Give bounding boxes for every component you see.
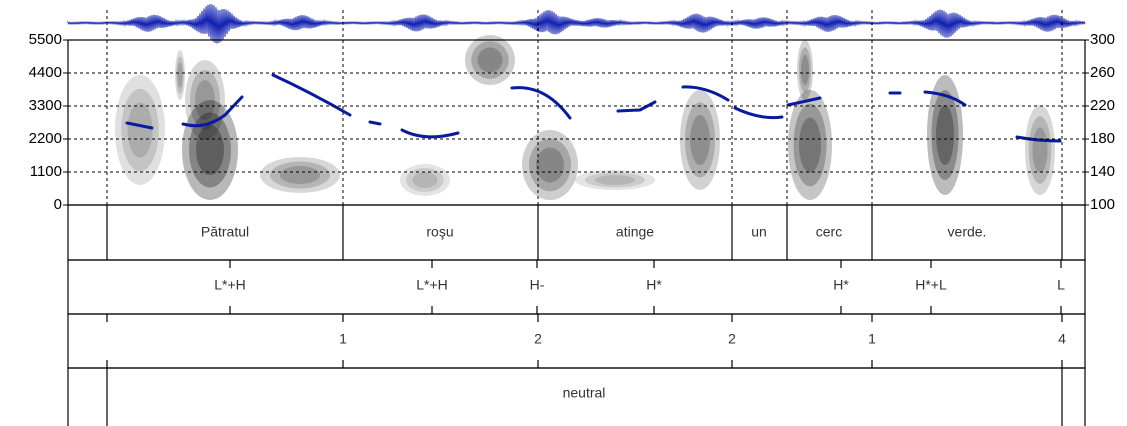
energy (1028, 116, 1052, 184)
energy (190, 70, 220, 130)
frequency-tick-label: 1100 (30, 163, 62, 180)
energy (801, 55, 809, 85)
energy (936, 105, 954, 165)
frequency-tick-label: 4400 (29, 64, 62, 81)
energy (412, 172, 438, 188)
break-tier (67, 313, 1086, 369)
energy (477, 47, 503, 73)
spectrogram (67, 10, 1086, 206)
axes: 0 1100 2200 3300 4400 5500 100 140 180 220 260 300 (29, 31, 1115, 213)
energy (690, 115, 710, 165)
break-index: 2 (728, 331, 736, 347)
energy (195, 80, 215, 120)
frequency-tick-label: 0 (54, 196, 62, 213)
energy (522, 130, 578, 200)
pitch-contour (125, 73, 1062, 143)
break-index: 4 (1058, 331, 1066, 347)
word-label: Pătratul (201, 224, 249, 240)
energy (680, 90, 720, 190)
energy (595, 175, 635, 185)
emotion-tier (67, 367, 1086, 426)
tone-label: H- (530, 277, 545, 293)
word-label: un (751, 224, 767, 240)
energy (177, 62, 183, 88)
energy (196, 125, 224, 175)
energy (260, 157, 340, 193)
energy (406, 168, 444, 192)
waveform-trace (67, 4, 1086, 44)
energy (931, 90, 959, 180)
pitch-tick-label: 300 (1090, 31, 1115, 48)
tone-label: H*+L (915, 277, 947, 293)
tone-label: H* (646, 277, 662, 293)
energy (189, 112, 231, 188)
energy (799, 47, 811, 93)
pitch-tick-label: 260 (1090, 64, 1115, 81)
pitch-tick-label: 140 (1090, 163, 1115, 180)
word-label: atinge (616, 224, 654, 240)
energy (685, 102, 715, 178)
tone-label: L*+H (214, 277, 246, 293)
frequency-tick-label: 5500 (29, 31, 62, 48)
break-index: 1 (339, 331, 347, 347)
tone-label: L (1057, 277, 1065, 293)
energy (471, 41, 509, 79)
energy (793, 103, 827, 187)
frequency-tick-label: 3300 (29, 97, 62, 114)
energy (175, 50, 185, 100)
energy (115, 75, 165, 185)
energy (280, 166, 320, 184)
word-label: verde. (948, 224, 987, 240)
energy (529, 138, 571, 192)
energy (575, 170, 655, 190)
word-label: cerc (816, 224, 842, 240)
energy (176, 56, 184, 94)
spectrogram-energy (115, 35, 1055, 200)
energy (797, 40, 813, 100)
energy (121, 88, 159, 172)
energy (1032, 127, 1048, 173)
break-index: 1 (868, 331, 876, 347)
pitch-tick-label: 100 (1090, 196, 1115, 213)
tone-label: H* (833, 277, 849, 293)
energy (927, 75, 963, 195)
tone-label: L*+H (416, 277, 448, 293)
frequency-tick-label: 2200 (29, 130, 62, 147)
waveform (67, 4, 1086, 44)
energy (270, 161, 330, 189)
energy (127, 102, 153, 158)
tiers: Pătratul roşu atinge un cerc verde. L*+H… (67, 204, 1086, 426)
break-index: 2 (534, 331, 542, 347)
pitch-tick-label: 180 (1090, 130, 1115, 147)
emotion-label: neutral (563, 385, 606, 401)
word-label: roşu (426, 224, 453, 240)
energy (536, 147, 564, 183)
pitch-tick-label: 220 (1090, 97, 1115, 114)
energy (585, 172, 645, 188)
segment-guides (106, 10, 1063, 205)
tier-boundaries (106, 205, 1063, 426)
energy (799, 117, 821, 173)
